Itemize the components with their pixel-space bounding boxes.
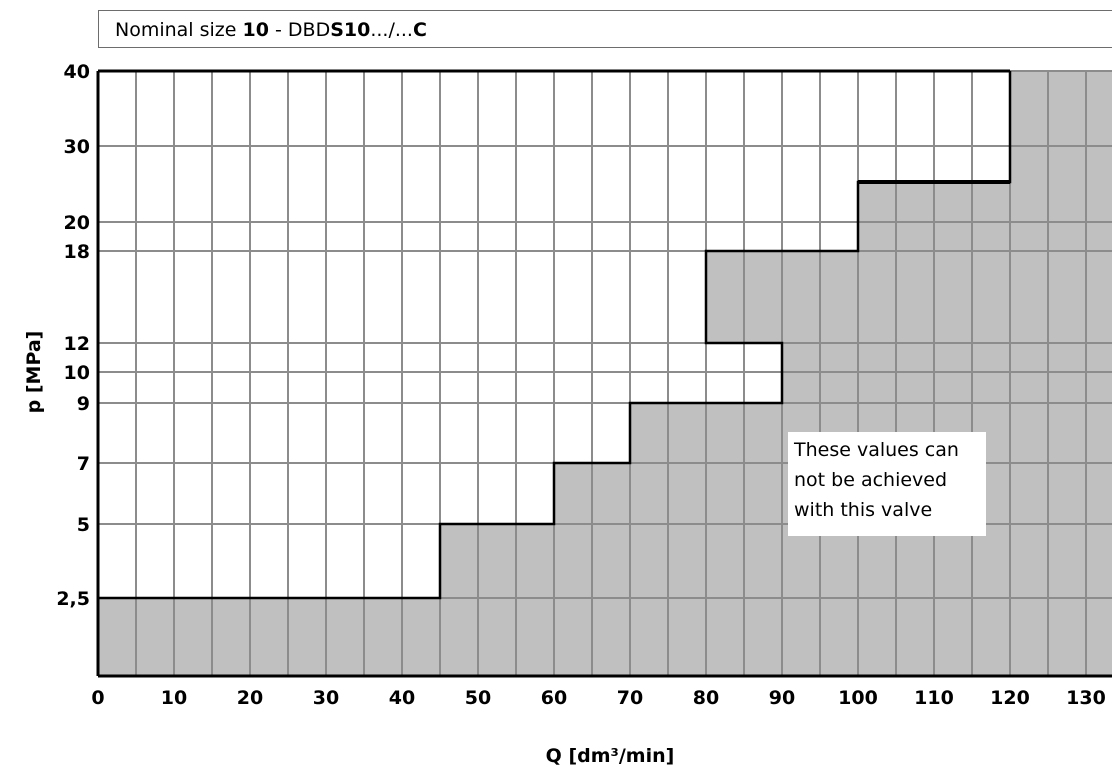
x-tick-label: 0 [91,687,104,709]
annotation-text: These values can not be achieved with th… [794,439,959,521]
x-tick-label: 20 [237,687,263,709]
x-tick-labels: 0 10 20 30 40 50 60 70 80 90 100 110 120 130 [91,687,1105,709]
chart-header-box: Nominal size 10 - DBDS10.../...C [98,10,1112,48]
y-tick-label: 7 [77,453,90,475]
header-dots: .../... [370,19,413,41]
header-nominal-size: 10 [242,19,269,41]
x-tick-label: 90 [769,687,795,709]
x-tick-label: 30 [313,687,339,709]
axis-layer [96,69,1112,678]
x-tick-label: 100 [838,687,878,709]
header-prefix: Nominal size [115,19,243,41]
y-tick-label: 20 [64,212,90,234]
x-tick-label: 40 [389,687,415,709]
x-tick-label: 10 [161,687,187,709]
y-tick-labels: 2,5 5 7 9 10 12 18 20 30 40 [56,61,90,610]
x-tick-label: 110 [914,687,954,709]
y-tick-label: 9 [77,393,90,415]
x-tick-label: 50 [465,687,491,709]
x-tick-label: 60 [541,687,567,709]
x-tick-label: 120 [990,687,1030,709]
x-tick-label: 70 [617,687,643,709]
x-axis-title: Q [dm³/min] [546,745,675,767]
x-tick-label: 80 [693,687,719,709]
y-tick-label: 5 [77,514,90,536]
y-tick-label: 30 [64,136,90,158]
y-tick-label: 2,5 [56,588,90,610]
annotation-box: These values can not be achieved with th… [788,432,986,536]
x-tick-label: 130 [1066,687,1106,709]
chart-header-text: Nominal size 10 - DBDS10.../...C [115,19,427,41]
boundary-line [98,71,1012,600]
y-tick-label: 12 [64,333,90,355]
header-suffix: C [412,19,427,41]
y-axis-title: p [MPa] [23,331,45,414]
boundary-layer [98,71,1012,600]
header-sep: - DBD [268,19,331,41]
header-model-code: S10 [330,19,371,41]
y-tick-label: 18 [64,241,90,263]
y-tick-label: 10 [64,362,90,384]
y-tick-label: 40 [64,61,90,83]
